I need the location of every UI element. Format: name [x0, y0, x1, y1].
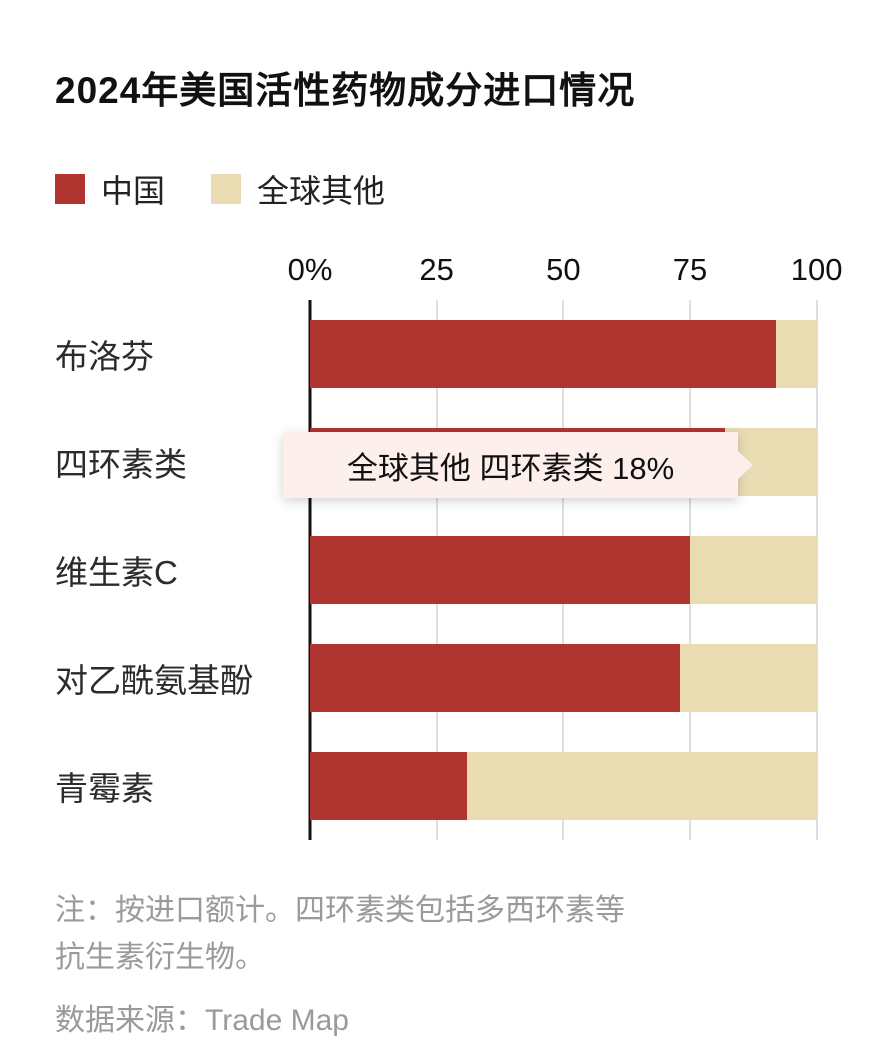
legend-item-rest: 全球其他: [211, 166, 385, 212]
chart-row: 对乙酰氨基酚: [55, 624, 842, 732]
page-title: 2024年美国活性药物成分进口情况: [55, 70, 636, 111]
bar-segment-china[interactable]: [310, 752, 468, 820]
bar-segment-rest[interactable]: [776, 320, 817, 388]
chart-body: 布洛芬四环素类维生素C 对乙酰氨基酚 青霉素 全球其他 四环素类 18%: [55, 300, 842, 840]
bar-segment-rest[interactable]: [690, 536, 817, 604]
chart-row: 布洛芬: [55, 300, 842, 408]
stacked-bar: [310, 752, 842, 820]
x-tick-label: 0%: [287, 252, 333, 287]
tooltip: 全球其他 四环素类 18%: [283, 432, 753, 498]
bar-segment-rest[interactable]: [467, 752, 817, 820]
bar-chart: 0% 25 50 75 100 布洛芬四环素类维生素C 对乙酰氨基酚 青霉素 全球其他 四环…: [55, 252, 843, 840]
stacked-bar: [310, 320, 842, 388]
data-source: 数据来源：Trade Map: [55, 1004, 349, 1037]
legend-label: 全球其他: [257, 173, 386, 209]
x-tick-label: 100: [790, 252, 843, 287]
tooltip-arrow-icon: [737, 450, 753, 480]
legend: 中国 全球其他: [55, 166, 842, 212]
footnote: 注：按进口额计。四环素类包括多西环素等 抗生素衍生物。: [55, 888, 842, 981]
stacked-bar: [310, 536, 842, 604]
bar-segment-china[interactable]: [310, 536, 690, 604]
chart-row: 青霉素: [55, 732, 842, 840]
bar-segment-rest[interactable]: [679, 644, 817, 712]
x-axis-ticks: 0% 25 50 75 100: [288, 252, 843, 300]
category-label: 维生素C: [55, 554, 178, 591]
tooltip-text: 全球其他 四环素类 18%: [346, 450, 675, 486]
x-tick-label: 50: [546, 252, 581, 287]
x-tick-label: 25: [419, 252, 454, 287]
category-label: 布洛芬: [55, 338, 154, 375]
category-label: 青霉素: [55, 770, 154, 807]
x-tick-label: 75: [672, 252, 708, 287]
stacked-bar: [310, 644, 842, 712]
footnote-line2: 抗生素衍生物。: [55, 940, 265, 974]
bar-segment-china[interactable]: [310, 320, 777, 388]
chart-row: 维生素C: [55, 516, 842, 624]
legend-swatch-rest-icon: [211, 174, 242, 204]
bar-segment-china[interactable]: [310, 644, 680, 712]
legend-item-china: 中国: [55, 166, 165, 212]
category-label: 对乙酰氨基酚: [55, 662, 253, 699]
legend-swatch-china-icon: [55, 174, 85, 204]
gridline: [815, 300, 818, 840]
chart-rows: 布洛芬四环素类维生素C 对乙酰氨基酚 青霉素: [55, 300, 842, 840]
footnote-line1: 注：按进口额计。四环素类包括多西环素等: [55, 894, 625, 927]
legend-label: 中国: [101, 173, 166, 209]
category-label: 四环素类: [55, 446, 187, 483]
